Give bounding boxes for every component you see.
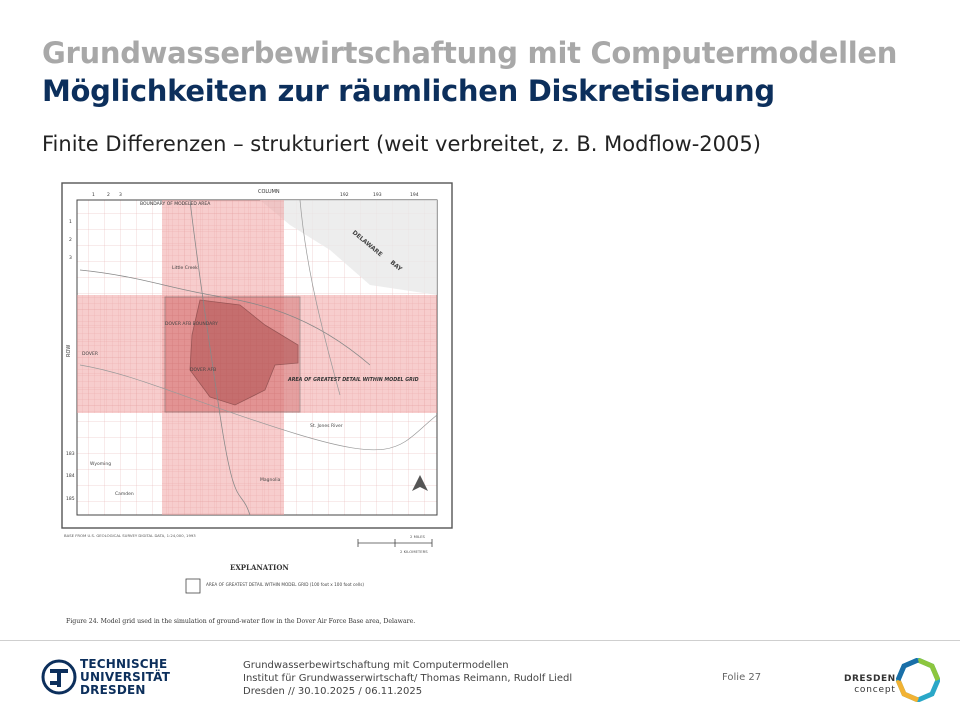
row-number: 3 [69,255,72,261]
explanation-title: EXPLANATION [230,563,289,572]
place-label: DOVER AFB [190,367,216,373]
row-number: 1 [69,219,72,225]
row-number: 183 [66,451,75,457]
footer-info: Grundwasserbewirtschaftung mit Computerm… [243,659,572,698]
col-number: 2 [107,192,110,198]
model-grid-map: COLUMN ROW BOUNDARY OF MODELED AREA 1 2 … [61,182,453,625]
row-number: 185 [66,496,75,502]
col-number: 193 [373,192,382,198]
col-number: 194 [410,192,419,198]
row-numbers: 1 2 3 183 184 185 [66,219,75,502]
figure-caption: Figure 24. Model grid used in the simula… [66,618,415,625]
detail-label: AREA OF GREATEST DETAIL WITHIN MODEL GRI… [287,377,419,383]
university-line: UNIVERSITÄT [80,670,171,684]
slide-number: Folie 27 [722,672,761,683]
dover-afb-polygon [189,299,299,406]
place-label: DOVER [82,351,98,357]
highway-line [189,199,251,516]
page-number: 27 [748,672,762,683]
university-line: TECHNISCHE [80,657,168,671]
col-number: 1 [92,192,95,198]
footer-institute: Institut für Grundwasserwirtschaft/ Thom… [243,673,573,684]
bay-area [260,200,437,295]
dresden-concept-label: DRESDEN concept [844,674,896,696]
stream-line [299,199,341,396]
legend-text: AREA OF GREATEST DETAIL WITHIN MODEL GRI… [206,582,364,587]
university-line: DRESDEN [80,683,146,697]
university-name: TECHNISCHE UNIVERSITÄT DRESDEN [80,658,170,697]
scale-km-label: 2 KILOMETERS [400,549,428,554]
place-label: Wyoming [90,461,111,467]
column-numbers: 1 2 3 192 193 194 [92,192,419,198]
row-number: 2 [69,237,72,243]
row-label: ROW [66,345,72,357]
slide-title: Grundwasserbewirtschaftung mit Computerm… [42,36,898,70]
boundary-label: BOUNDARY OF MODELED AREA [140,201,211,207]
footer-divider [0,640,960,641]
river-line [79,364,438,451]
road-line [79,269,371,366]
col-number: 3 [119,192,122,198]
partner-name: DRESDEN [844,674,896,684]
scale-miles-label: 2 MILES [410,534,426,539]
partner-sub: concept [854,685,896,695]
footer-course: Grundwasserbewirtschaftung mit Computerm… [243,660,509,671]
place-label: Little Creek [172,265,198,271]
col-number: 192 [340,192,349,198]
place-label: DOVER AFB BOUNDARY [165,321,218,327]
place-label: Camden [115,491,134,497]
dresden-concept-logo-icon [896,658,940,702]
legend-swatch [185,578,201,594]
model-grid-figure: COLUMN ROW BOUNDARY OF MODELED AREA 1 2 … [40,165,472,630]
slide-subtitle: Möglichkeiten zur räumlichen Diskretisie… [42,74,775,108]
row-number: 184 [66,473,75,479]
north-arrow-icon [412,475,428,491]
place-label: Magnolia [260,477,281,483]
place-label: St. Jones River [310,423,343,429]
folio-label: Folie [722,672,746,683]
tu-dresden-logo-icon [41,659,77,695]
footer-date: Dresden // 30.10.2025 / 06.11.2025 [243,686,423,697]
column-label: COLUMN [258,189,280,195]
content-heading: Finite Differenzen – strukturiert (weit … [42,132,761,156]
base-note: BASE FROM U.S. GEOLOGICAL SURVEY DIGITAL… [64,533,196,538]
